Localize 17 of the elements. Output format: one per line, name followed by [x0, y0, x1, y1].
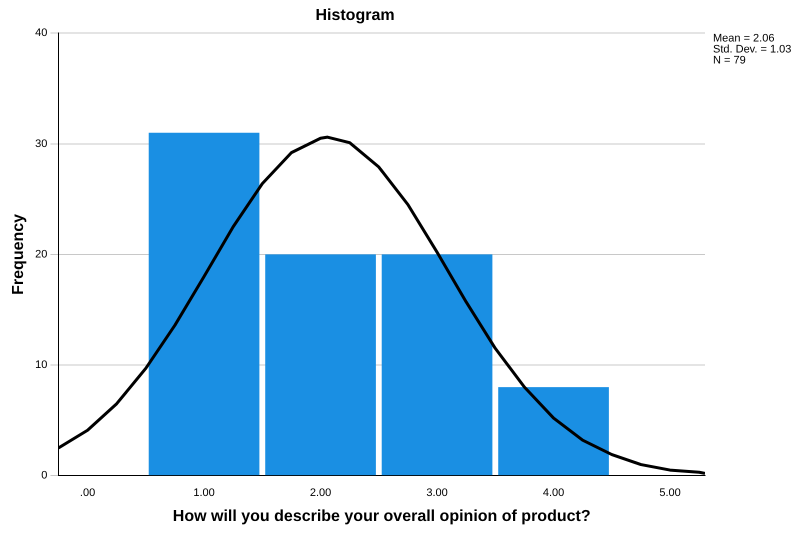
x-tick-label: .00: [80, 487, 96, 500]
chart-title: Histogram: [315, 7, 395, 24]
y-tick-label: 20: [35, 248, 48, 260]
y-tick-label: 10: [35, 359, 48, 372]
x-tick-label: 5.00: [659, 487, 681, 500]
y-tick-label: 0: [41, 470, 48, 482]
y-tick-label: 40: [35, 27, 48, 40]
text: Std. Dev. = 1.03: [713, 44, 792, 56]
x-tick-label: 3.00: [426, 487, 448, 500]
x-tick-label: 1.00: [193, 487, 215, 500]
y-axis-title: Frequency: [10, 214, 28, 295]
text: Mean = 2.06: [713, 32, 774, 45]
x-axis-title: How will you describe your overall opinion of product?: [172, 508, 591, 525]
y-tick-label: 30: [35, 138, 48, 150]
text: N = 79: [713, 54, 746, 67]
x-tick-label: 4.00: [542, 487, 564, 500]
x-tick-label: 2.00: [310, 487, 332, 500]
